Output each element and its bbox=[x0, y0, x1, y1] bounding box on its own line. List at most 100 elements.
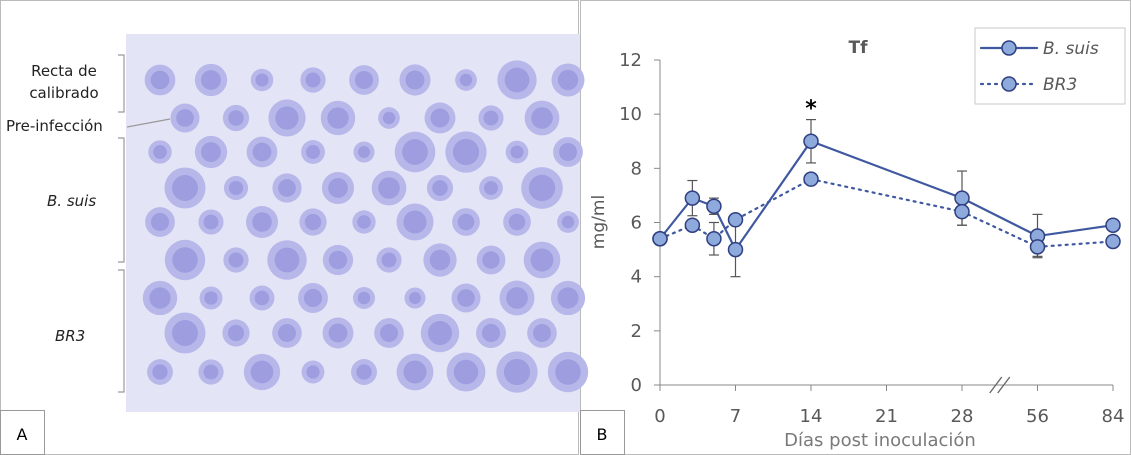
well-core bbox=[503, 358, 531, 386]
well-core bbox=[530, 248, 554, 272]
well-core bbox=[150, 212, 170, 232]
well-core bbox=[278, 324, 296, 342]
well-core bbox=[405, 70, 425, 90]
well-core bbox=[528, 174, 556, 202]
point bbox=[1105, 233, 1121, 250]
well-core bbox=[328, 323, 348, 343]
axis-break bbox=[989, 376, 1003, 394]
well-core bbox=[250, 360, 274, 384]
well-core bbox=[403, 360, 427, 384]
y-tick-label: 8 bbox=[631, 158, 642, 179]
well-core bbox=[328, 250, 348, 270]
well-core bbox=[228, 180, 244, 196]
well-core bbox=[380, 324, 398, 342]
annotation: * bbox=[805, 97, 817, 122]
well-core bbox=[558, 142, 578, 162]
well-core bbox=[561, 215, 575, 229]
point bbox=[954, 190, 970, 206]
x-tick-label: 14 bbox=[800, 406, 823, 427]
point bbox=[954, 203, 970, 220]
well-core bbox=[327, 107, 349, 129]
well-core bbox=[427, 320, 453, 346]
group-label: Pre-infección bbox=[6, 117, 103, 135]
well-core bbox=[153, 145, 167, 159]
well-core bbox=[557, 69, 579, 91]
well-core bbox=[357, 215, 371, 229]
panel-label-box bbox=[580, 410, 625, 455]
well-core bbox=[504, 67, 530, 93]
point bbox=[803, 133, 819, 149]
axis-break bbox=[997, 376, 1011, 394]
point bbox=[684, 217, 701, 233]
point bbox=[684, 190, 701, 206]
bracket bbox=[118, 269, 125, 393]
y-axis-label: mg/ml bbox=[589, 195, 609, 249]
well-core bbox=[429, 249, 451, 271]
well-core bbox=[172, 175, 198, 201]
well-core bbox=[403, 210, 427, 234]
well-core bbox=[358, 146, 370, 158]
well-core bbox=[457, 213, 475, 231]
panel-label: A bbox=[17, 425, 28, 444]
well-core bbox=[357, 291, 371, 305]
group-label: BR3 bbox=[55, 327, 86, 345]
point bbox=[652, 231, 668, 247]
legend-box bbox=[974, 27, 1126, 105]
well-core bbox=[409, 292, 421, 304]
chart-title: Tf bbox=[849, 38, 869, 58]
well-core bbox=[228, 110, 244, 126]
well-core bbox=[430, 108, 450, 128]
x-tick-label: 7 bbox=[730, 406, 741, 427]
well-core bbox=[227, 324, 245, 342]
well-core bbox=[402, 139, 428, 165]
point bbox=[706, 231, 722, 247]
group-label: Recta de calibrado bbox=[29, 62, 99, 102]
well-core bbox=[304, 213, 322, 231]
well-core bbox=[204, 291, 218, 305]
point bbox=[1105, 217, 1121, 233]
brackets bbox=[118, 54, 171, 393]
point bbox=[727, 241, 744, 258]
y-tick-label: 4 bbox=[631, 267, 642, 288]
point bbox=[1029, 239, 1046, 255]
well-core bbox=[305, 72, 321, 88]
well-core bbox=[255, 73, 269, 87]
legend-label: B. suis bbox=[1043, 39, 1099, 59]
y-tick-label: 6 bbox=[631, 213, 642, 234]
legend-marker bbox=[1001, 40, 1017, 56]
well-core bbox=[381, 252, 397, 268]
well-core bbox=[306, 145, 320, 159]
x-tick-label: 56 bbox=[1026, 406, 1049, 427]
well-core bbox=[533, 324, 551, 342]
well-core bbox=[278, 179, 296, 197]
well-core bbox=[482, 251, 500, 269]
well-core bbox=[453, 359, 479, 385]
well-core bbox=[452, 138, 480, 166]
y-tick-label: 2 bbox=[631, 321, 642, 342]
well-core bbox=[328, 178, 348, 198]
well-core bbox=[275, 106, 299, 130]
bracket bbox=[118, 54, 125, 113]
legend-marker bbox=[1001, 76, 1017, 92]
y-tick-label: 12 bbox=[619, 50, 642, 71]
well-core bbox=[274, 247, 300, 273]
well-core bbox=[254, 290, 270, 306]
well-core bbox=[555, 359, 581, 385]
well-core bbox=[203, 214, 219, 230]
group-label: B. suis bbox=[47, 192, 97, 210]
panel-label: B bbox=[597, 425, 608, 444]
legend-label: BR3 bbox=[1043, 75, 1077, 95]
well-core bbox=[150, 70, 170, 90]
well-core bbox=[201, 70, 221, 90]
well-core bbox=[252, 212, 272, 232]
well-core bbox=[252, 142, 272, 162]
well-core bbox=[201, 142, 221, 162]
well-core bbox=[378, 177, 400, 199]
x-axis-label: Días post inoculación bbox=[784, 430, 976, 451]
well-core bbox=[510, 145, 524, 159]
well-core bbox=[557, 287, 579, 309]
well-core bbox=[149, 287, 171, 309]
x-tick-label: 0 bbox=[654, 406, 665, 427]
